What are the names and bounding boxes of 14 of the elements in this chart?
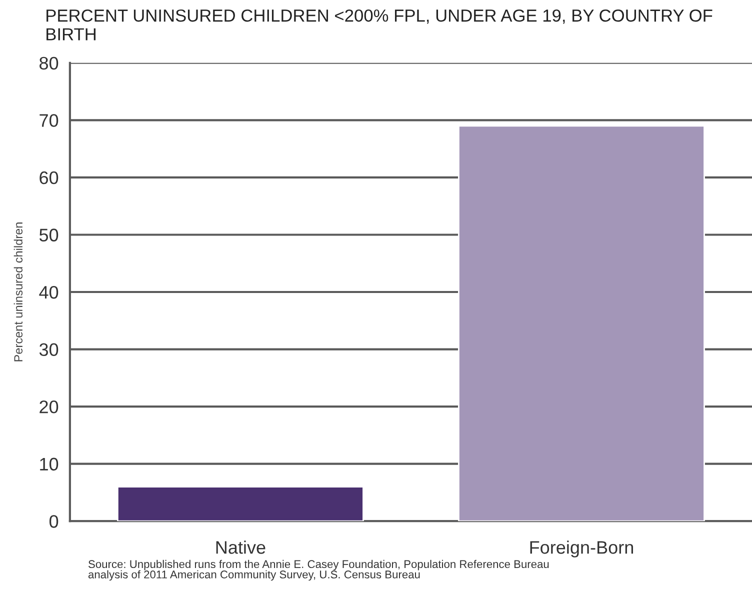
y-tick-label: 0: [49, 515, 58, 528]
y-axis-title: Percent uninsured children: [14, 222, 23, 362]
y-tick-label: 50: [39, 228, 58, 242]
x-tick-label: Native: [216, 540, 266, 554]
y-tick-label: 60: [40, 171, 58, 184]
chart-title: PERCENT UNINSURED CHILDREN <200% FPL, UNDER AGE 19, BY COUNTRY OF BIRTH: [46, 9, 712, 40]
y-tick-label: 20: [40, 400, 58, 414]
y-tick-label: 40: [39, 286, 58, 299]
y-tick-label: 70: [40, 114, 58, 127]
y-tick-label: 10: [40, 458, 58, 471]
y-tick-label: 80: [40, 56, 58, 70]
y-tick-label: 30: [39, 343, 58, 356]
source-note: Source: Unpublished runs from the Annie E. Casey Foundation, Population Reference Bureau analysis of 2011 American Community Survey, U.S. Census Bureau: [88, 560, 549, 581]
x-tick-label: Foreign-Born: [530, 540, 633, 558]
